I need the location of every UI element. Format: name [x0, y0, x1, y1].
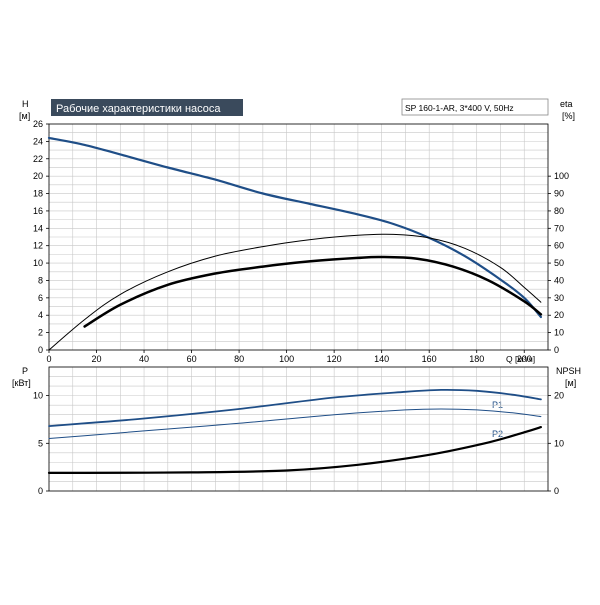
series-line-0-2: [83, 255, 543, 328]
right-tick-label: 10: [554, 328, 564, 338]
right-tick-label: 90: [554, 189, 564, 199]
series-line-0-1: [48, 233, 542, 351]
x-tick-label: 180: [469, 354, 484, 364]
right-tick-label: 20: [554, 310, 564, 320]
left-tick-label: 16: [33, 206, 43, 216]
left-tick-label: 5: [38, 438, 43, 448]
right-tick-label: 60: [554, 241, 564, 251]
left-tick-label: 0: [38, 345, 43, 355]
x-tick-label: 20: [92, 354, 102, 364]
x-tick-label: 120: [327, 354, 342, 364]
right-tick-label: 30: [554, 293, 564, 303]
x-tick-label: 100: [279, 354, 294, 364]
x-tick-label: 0: [46, 354, 51, 364]
top-ylabel-right: eta: [560, 99, 573, 109]
plot-frame: [48, 366, 549, 492]
bottom-ylabel-right: NPSH: [556, 366, 581, 376]
left-tick-label: 10: [33, 391, 43, 401]
right-tick-label: 100: [554, 171, 569, 181]
left-tick-label: 10: [33, 258, 43, 268]
top-ylabel-left-unit: [м]: [19, 111, 30, 121]
right-tick-label: 10: [554, 438, 564, 448]
right-tick-label: 80: [554, 206, 564, 216]
left-tick-label: 26: [33, 119, 43, 129]
series-line-1-2: [47, 426, 542, 475]
left-tick-label: 4: [38, 310, 43, 320]
left-tick-label: 14: [33, 223, 43, 233]
x-tick-label: 40: [139, 354, 149, 364]
left-tick-label: 6: [38, 293, 43, 303]
left-tick-label: 24: [33, 136, 43, 146]
bottom-ylabel-left: P: [22, 366, 28, 376]
left-tick-label: 22: [33, 154, 43, 164]
left-tick-label: 0: [38, 486, 43, 496]
chart-subtitle: SP 160-1-AR, 3*400 V, 50Hz: [405, 103, 514, 113]
plot-frame: [48, 123, 549, 351]
x-axis-label: Q [м³/ч]: [506, 354, 535, 364]
x-tick-label: 60: [187, 354, 197, 364]
chart-title: Рабочие характеристики насоса: [56, 103, 221, 115]
left-tick-label: 18: [33, 189, 43, 199]
x-tick-label: 140: [374, 354, 389, 364]
series-line-1-0: [48, 388, 542, 427]
bottom-ylabel-left-unit: [кВт]: [12, 378, 31, 388]
right-tick-label: 40: [554, 275, 564, 285]
left-tick-label: 20: [33, 171, 43, 181]
top-ylabel-left: H: [22, 99, 29, 109]
left-tick-label: 2: [38, 328, 43, 338]
right-tick-label: 50: [554, 258, 564, 268]
series-line-0-0: [47, 136, 542, 319]
right-tick-label: 70: [554, 223, 564, 233]
chart-title-box: [51, 99, 243, 116]
right-tick-label: 0: [554, 345, 559, 355]
bottom-ylabel-right-unit: [м]: [565, 378, 576, 388]
x-tick-label: 80: [234, 354, 244, 364]
right-tick-label: 0: [554, 486, 559, 496]
top-ylabel-right-unit: [%]: [562, 111, 575, 121]
x-tick-label: 160: [422, 354, 437, 364]
left-tick-label: 12: [33, 241, 43, 251]
right-tick-label: 20: [554, 391, 564, 401]
x-tick-label: 200: [517, 354, 532, 364]
left-tick-label: 8: [38, 275, 43, 285]
chart-subtitle-box: [401, 98, 549, 116]
series-line-1-1: [48, 408, 542, 439]
